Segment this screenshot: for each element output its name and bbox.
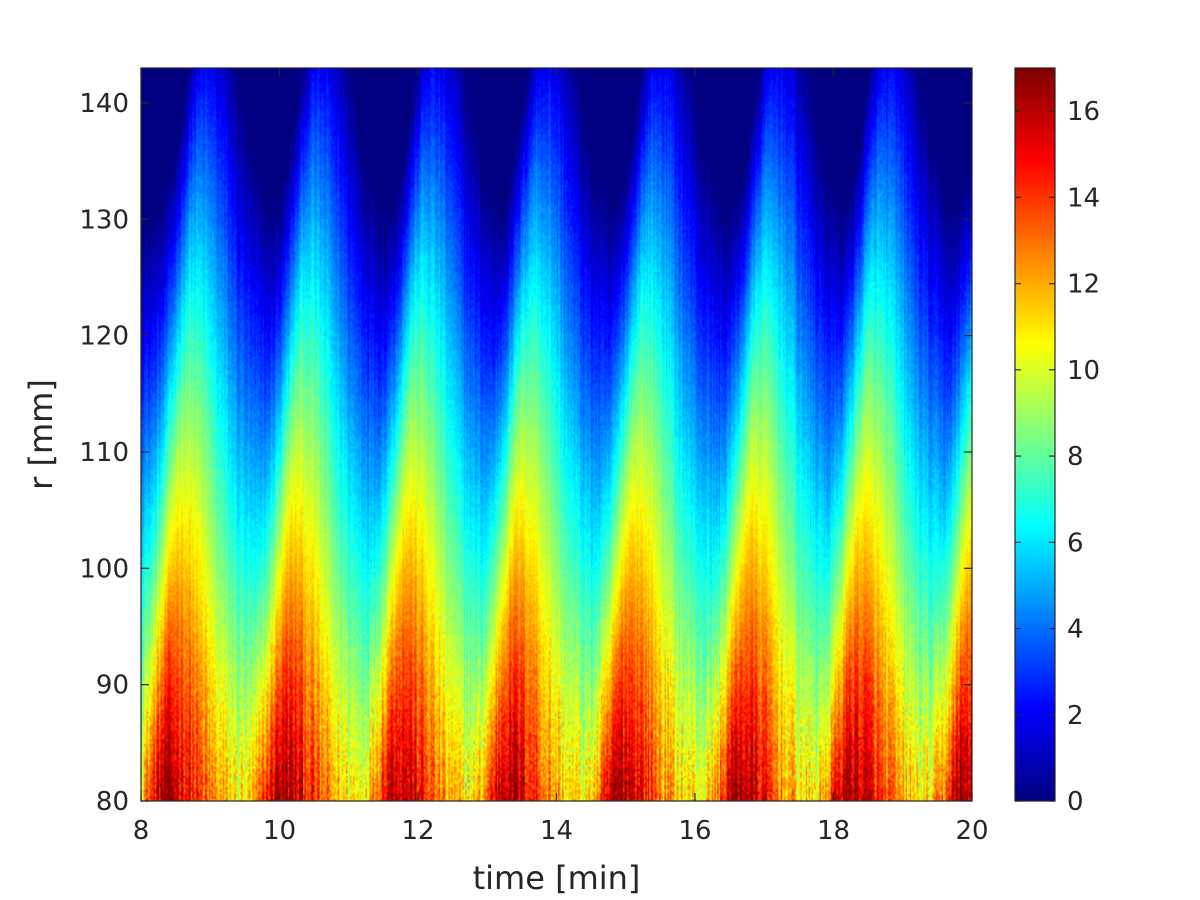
x-tick-label: 14 (540, 816, 573, 846)
colorbar-gradient (1015, 68, 1055, 801)
x-tick-label: 18 (817, 816, 850, 846)
y-tick-label: 140 (79, 89, 129, 119)
heatmap-raster (141, 68, 972, 801)
colorbar: 0 2 4 6 8 10 12 14 16 (1014, 67, 1100, 817)
y-tick-label: 90 (96, 671, 129, 701)
heatmap-image (141, 68, 972, 801)
x-axis: 8 10 12 14 16 18 20 (133, 68, 989, 846)
y-tick-label: 120 (79, 322, 129, 352)
colorbar-ticks: 0 2 4 6 8 10 12 14 16 (1015, 97, 1100, 817)
x-tick-label: 12 (401, 816, 434, 846)
x-axis-title: time [min] (473, 859, 641, 897)
y-tick-label: 100 (79, 554, 129, 584)
colorbar-tick-label: 10 (1067, 356, 1100, 386)
x-tick-label: 10 (263, 816, 296, 846)
colorbar-tick-label: 4 (1067, 615, 1084, 645)
x-tick-label: 8 (133, 816, 150, 846)
colorbar-tick-label: 16 (1067, 97, 1100, 127)
x-tick-label: 16 (678, 816, 711, 846)
y-axis-title: r [mm] (22, 379, 60, 490)
y-tick-label: 110 (79, 438, 129, 468)
colorbar-tick-label: 14 (1067, 183, 1100, 213)
colorbar-tick-label: 6 (1067, 528, 1084, 558)
y-tick-label: 80 (96, 787, 129, 817)
colorbar-tick-label: 8 (1067, 442, 1084, 472)
y-tick-label: 130 (79, 205, 129, 235)
colorbar-tick-label: 2 (1067, 701, 1084, 731)
y-axis: 80 90 100 110 120 130 140 (79, 89, 972, 817)
colorbar-tick-label: 0 (1067, 787, 1084, 817)
colorbar-frame (1014, 67, 1056, 802)
colorbar-tick-label: 12 (1067, 270, 1100, 300)
x-tick-label: 20 (955, 816, 988, 846)
